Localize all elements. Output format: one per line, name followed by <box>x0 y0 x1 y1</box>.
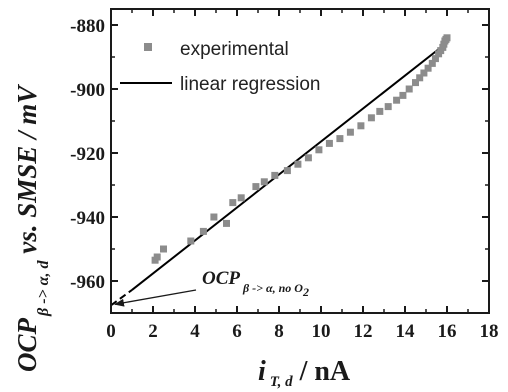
data-point <box>229 199 237 207</box>
data-point <box>336 135 344 143</box>
x-tick-label: 6 <box>232 321 242 342</box>
regression-line <box>131 41 448 291</box>
x-tick-label: 8 <box>274 321 284 342</box>
data-point <box>412 79 419 87</box>
legend-marker-experimental <box>144 43 152 51</box>
x-tick-label: 4 <box>190 321 200 342</box>
data-point <box>283 167 291 175</box>
data-point <box>428 59 436 67</box>
data-point <box>187 237 195 245</box>
y-axis-label: OCPβ -> α, d vs. SMSE / mV <box>12 84 52 372</box>
data-point <box>384 103 392 111</box>
x-tick-label: 0 <box>106 321 116 342</box>
points-layer <box>151 34 451 264</box>
data-point <box>367 114 375 122</box>
data-point <box>199 227 207 235</box>
data-point <box>304 154 312 162</box>
data-point <box>325 139 333 147</box>
data-point <box>399 91 407 99</box>
data-point <box>210 213 218 221</box>
y-tick-label: -940 <box>70 208 105 229</box>
x-tick-label: 16 <box>438 321 457 342</box>
data-point <box>315 146 323 154</box>
data-point <box>260 178 268 186</box>
data-point <box>294 160 302 168</box>
legend: experimental linear regression <box>120 39 320 95</box>
y-tick-label: -880 <box>70 16 105 37</box>
data-point <box>357 122 365 130</box>
x-tick-label: 12 <box>354 321 373 342</box>
legend-label-regression: linear regression <box>180 74 320 95</box>
data-point <box>271 171 279 179</box>
data-point <box>416 74 424 82</box>
x-tick-label: 2 <box>148 321 158 342</box>
y-tick-label: -920 <box>70 144 105 165</box>
data-point <box>237 194 245 202</box>
data-point <box>420 69 428 77</box>
annotation-label: OCP β -> α, no O2 <box>202 268 309 299</box>
x-tick-label: 14 <box>396 321 416 342</box>
data-point <box>346 128 354 136</box>
data-point <box>153 253 161 261</box>
y-tick-label: -960 <box>70 272 105 293</box>
data-point <box>431 55 439 63</box>
axis-ticks: 0 2 4 6 8 10 12 14 16 18 -880 -900 -920 -940 -960 <box>70 9 499 342</box>
data-point <box>405 85 413 93</box>
data-point <box>376 107 384 115</box>
data-point <box>160 245 167 253</box>
data-point <box>424 64 432 72</box>
annotation-arrow <box>114 289 197 307</box>
x-axis-label: i T, d / nA <box>258 356 351 390</box>
data-point <box>252 183 260 191</box>
data-point <box>393 96 401 104</box>
legend-label-experimental: experimental <box>180 39 289 60</box>
y-tick-label: -900 <box>70 80 105 101</box>
data-point <box>223 219 230 227</box>
data-point <box>443 34 451 42</box>
x-tick-label: 18 <box>480 321 499 342</box>
annotation: OCP β -> α, no O2 <box>114 268 309 307</box>
x-tick-label: 10 <box>312 321 331 342</box>
axis-labels: i T, d / nA OCPβ -> α, d vs. SMSE / mV <box>12 84 351 390</box>
